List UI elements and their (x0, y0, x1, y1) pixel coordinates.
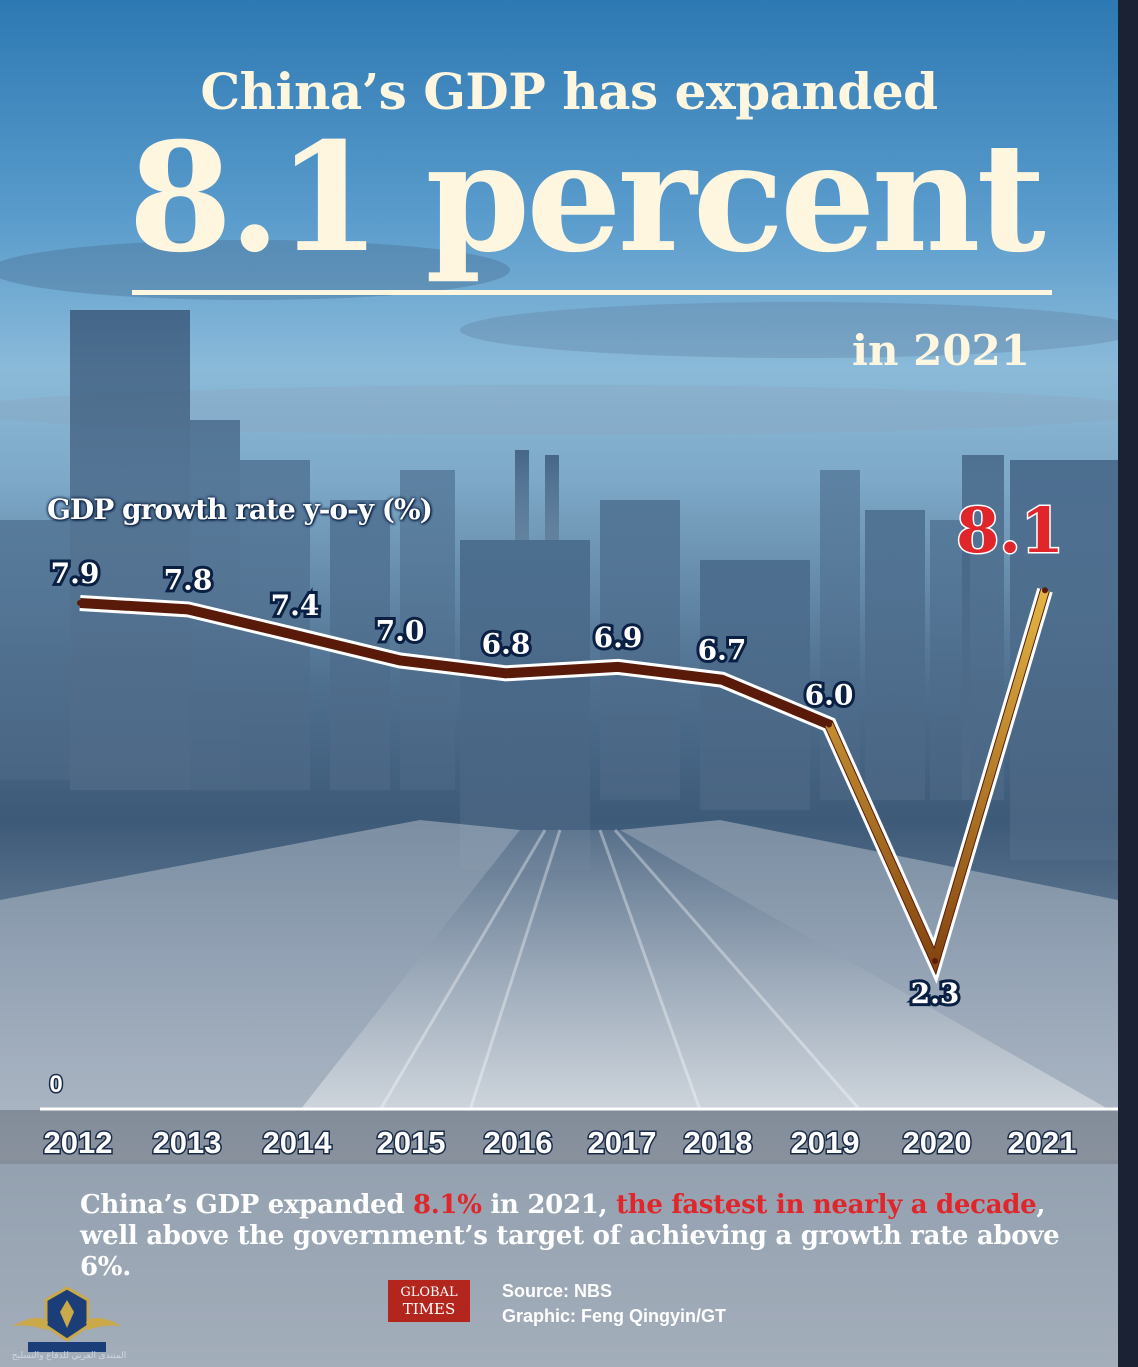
caption-text: China’s GDP expanded 8.1% in 2021, the f… (80, 1190, 1090, 1283)
caption-highlight-fastest: the fastest in nearly a decade (616, 1190, 1037, 1220)
value-label-highlight: 8.1 (956, 494, 1064, 567)
x-tick-label: 2015 (377, 1125, 446, 1160)
data-point (292, 631, 298, 638)
data-point (77, 600, 83, 606)
x-tick-labels: 2012 2013 2014 2015 2016 2017 2018 2019 2020 2021 (42, 1124, 1078, 1162)
value-labels: 7.9 7.8 7.4 7.0 6.8 6.9 6.7 6.0 2.3 8.1 (48, 493, 1066, 1013)
data-point (1042, 587, 1048, 594)
series-line (79, 588, 1050, 976)
source-note: Source: NBS (502, 1281, 613, 1301)
data-point (503, 670, 509, 677)
value-label: 2.3 (911, 977, 960, 1010)
y-tick-label: 0 (49, 1071, 62, 1098)
value-label: 7.9 (51, 557, 100, 590)
headline-percent: 8.1 percent (128, 110, 1046, 286)
logo-text-global: GLOBAL (400, 1285, 458, 1300)
x-tick-label: 2018 (684, 1125, 753, 1160)
series-line-highlight (825, 589, 1049, 973)
value-label: 7.0 (376, 615, 425, 648)
data-point (397, 657, 403, 664)
graphic-credit: Graphic: Feng Qingyin/GT (502, 1306, 727, 1326)
x-tick-label: 2020 (903, 1125, 972, 1160)
x-tick-label: 2013 (153, 1125, 222, 1160)
value-label: 7.8 (164, 563, 213, 596)
x-axis-band (0, 1110, 1118, 1164)
y-tick-labels: 0 (48, 1070, 64, 1100)
caption-highlight-rate: 8.1% (412, 1190, 482, 1220)
value-label: 6.8 (482, 627, 531, 660)
data-point (932, 957, 938, 964)
x-tick-label: 2019 (791, 1125, 860, 1160)
headline-year: in 2021 (851, 326, 1030, 375)
value-label: 6.9 (594, 621, 643, 654)
value-label: 6.7 (698, 634, 747, 667)
gdp-series (77, 587, 1053, 984)
global-times-logo: GLOBAL TIMES (388, 1280, 470, 1322)
logo-text-times: TIMES (402, 1300, 456, 1318)
data-point (185, 606, 191, 613)
caption-part: China’s GDP expanded (80, 1190, 413, 1220)
x-tick-label: 2014 (263, 1125, 333, 1160)
data-point (719, 676, 725, 683)
x-tick-label: 2016 (484, 1125, 553, 1160)
x-tick-label: 2017 (588, 1125, 657, 1160)
caption-part: , well above the government’s target of … (80, 1190, 1060, 1282)
series-line-outline (79, 587, 1053, 984)
watermark-text: المنتدى العربي للدفاع والتسليح (11, 1350, 127, 1360)
forum-watermark-emblem (12, 1286, 122, 1352)
chart-ylabel: GDP growth rate y-o-y (%) (47, 493, 433, 526)
headline-divider (132, 290, 1052, 295)
value-label: 7.4 (271, 589, 320, 622)
x-tick-label: 2012 (44, 1125, 113, 1160)
value-label: 6.0 (805, 678, 854, 711)
headline-line1: China’s GDP has expanded (200, 62, 938, 121)
caption-part: in 2021, (481, 1190, 617, 1220)
x-tick-label: 2021 (1008, 1125, 1077, 1160)
data-point (826, 721, 832, 728)
data-point (615, 663, 621, 670)
